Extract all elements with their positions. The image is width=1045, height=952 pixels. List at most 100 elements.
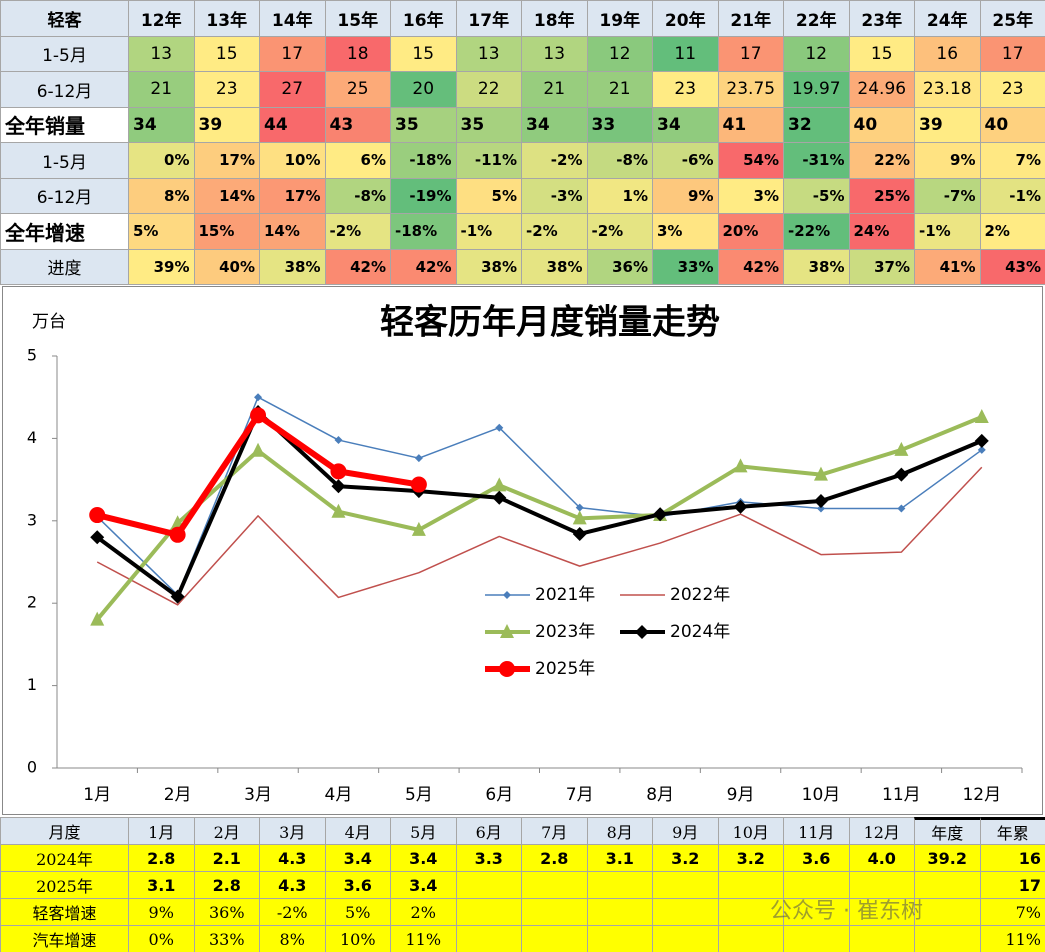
marker	[894, 467, 909, 482]
data-cell: 42%	[717, 248, 784, 285]
empty-cell	[848, 871, 915, 899]
marker	[495, 423, 504, 432]
marker	[572, 526, 587, 541]
data-cell: 42%	[390, 248, 457, 285]
marker	[410, 476, 427, 493]
data-cell: 16	[979, 844, 1045, 872]
data-cell: 43	[324, 106, 391, 143]
data-cell: 14%	[193, 177, 260, 214]
data-cell: 42%	[324, 248, 391, 285]
data-cell: -8%	[586, 142, 653, 179]
data-cell: 0%	[128, 142, 195, 179]
empty-cell	[455, 871, 522, 899]
data-cell: 13	[128, 35, 195, 72]
empty-cell	[717, 925, 784, 952]
data-cell: 34	[521, 106, 588, 143]
data-cell: 23	[193, 71, 260, 108]
data-cell: 2.8	[193, 871, 260, 899]
data-cell: 13	[455, 35, 522, 72]
header-cell: 3月	[259, 817, 326, 845]
marker	[90, 530, 105, 545]
marker	[331, 479, 346, 494]
marker	[330, 463, 347, 480]
data-cell: -1%	[914, 213, 981, 250]
data-cell: 23	[979, 71, 1045, 108]
data-cell: -7%	[914, 177, 981, 214]
data-cell: -31%	[783, 142, 850, 179]
data-cell: 32	[783, 106, 850, 143]
header-cell: 24年	[914, 0, 981, 37]
data-cell: -18%	[390, 142, 457, 179]
empty-cell	[652, 871, 719, 899]
data-cell: 7%	[979, 142, 1045, 179]
marker	[331, 503, 346, 518]
header-cell: 21年	[717, 0, 784, 37]
header-cell: 16年	[390, 0, 457, 37]
data-cell: 25%	[848, 177, 915, 214]
header-cell: 19年	[586, 0, 653, 37]
data-cell: 27	[259, 71, 326, 108]
data-cell: 22	[455, 71, 522, 108]
data-cell: 2025年	[0, 871, 129, 899]
data-cell: 2.8	[128, 844, 195, 872]
data-cell: 23.18	[914, 71, 981, 108]
header-cell: 23年	[848, 0, 915, 37]
empty-cell	[652, 925, 719, 952]
marker	[414, 454, 423, 463]
header-cell: 9月	[652, 817, 719, 845]
data-cell: 9%	[914, 142, 981, 179]
marker	[653, 507, 668, 522]
data-cell: 35	[455, 106, 522, 143]
data-cell: 33%	[652, 248, 719, 285]
data-cell: 38%	[783, 248, 850, 285]
data-cell: 12	[783, 35, 850, 72]
data-cell: 17	[259, 35, 326, 72]
data-cell: 21	[586, 71, 653, 108]
header-cell: 18年	[521, 0, 588, 37]
x-tick-label: 5月	[405, 785, 433, 805]
data-cell: 3.1	[586, 844, 653, 872]
header-cell: 25年	[979, 0, 1045, 37]
x-tick-label: 7月	[566, 785, 594, 805]
data-cell: 38%	[455, 248, 522, 285]
data-cell: 41%	[914, 248, 981, 285]
marker	[635, 625, 649, 639]
data-cell: 10%	[259, 142, 326, 179]
data-cell: 40%	[193, 248, 260, 285]
data-cell: 38%	[259, 248, 326, 285]
header-cell: 6月	[455, 817, 522, 845]
data-cell: 16	[914, 35, 981, 72]
data-cell: 3.2	[717, 844, 784, 872]
data-cell: -2%	[259, 898, 326, 926]
empty-cell	[521, 871, 588, 899]
data-cell: 37%	[848, 248, 915, 285]
data-cell: 3.4	[390, 871, 457, 899]
empty-cell	[586, 898, 653, 926]
chart-frame	[2, 286, 1043, 815]
data-cell: 2.8	[521, 844, 588, 872]
data-cell: 2%	[979, 213, 1045, 250]
x-tick-label: 3月	[244, 785, 272, 805]
empty-cell	[914, 898, 981, 926]
chart: 轻客历年月度销量走势 万台 0 1 2 3 4 5 1月 2月 3月 4月 5月 6月 7月 8月 9月 10…	[2, 286, 1043, 815]
empty-cell	[848, 925, 915, 952]
data-cell: 39	[193, 106, 260, 143]
header-cell: 13年	[193, 0, 260, 37]
empty-cell	[783, 871, 850, 899]
data-cell: 34	[652, 106, 719, 143]
data-cell: 15	[848, 35, 915, 72]
marker	[334, 436, 343, 445]
marker	[250, 407, 267, 424]
header-cell: 年累	[979, 817, 1045, 845]
data-cell: 39.2	[914, 844, 981, 872]
header-cell: 2月	[193, 817, 260, 845]
legend-label: 2023年	[535, 622, 595, 642]
marker	[254, 393, 263, 402]
data-cell: 9%	[652, 177, 719, 214]
data-cell: 34	[128, 106, 195, 143]
marker	[411, 521, 426, 536]
data-cell: 3%	[717, 177, 784, 214]
header-cell: 月度	[0, 817, 129, 845]
legend-label: 2025年	[535, 659, 595, 679]
x-tick-label: 1月	[83, 785, 111, 805]
